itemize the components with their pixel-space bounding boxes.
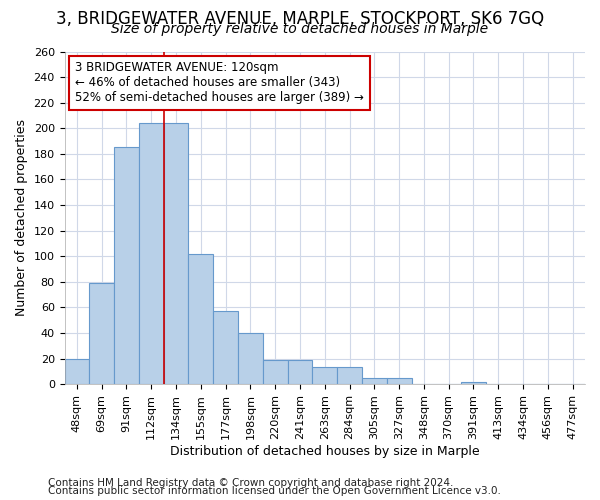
Bar bbox=[461, 382, 486, 384]
X-axis label: Distribution of detached houses by size in Marple: Distribution of detached houses by size … bbox=[170, 444, 479, 458]
Bar bbox=[287, 360, 313, 384]
Bar bbox=[213, 311, 238, 384]
Bar bbox=[188, 254, 213, 384]
Bar bbox=[337, 368, 362, 384]
Y-axis label: Number of detached properties: Number of detached properties bbox=[15, 120, 28, 316]
Text: Size of property relative to detached houses in Marple: Size of property relative to detached ho… bbox=[112, 22, 488, 36]
Bar bbox=[89, 283, 114, 384]
Text: 3 BRIDGEWATER AVENUE: 120sqm
← 46% of detached houses are smaller (343)
52% of s: 3 BRIDGEWATER AVENUE: 120sqm ← 46% of de… bbox=[75, 62, 364, 104]
Bar bbox=[139, 123, 164, 384]
Bar bbox=[114, 148, 139, 384]
Bar bbox=[313, 368, 337, 384]
Bar bbox=[387, 378, 412, 384]
Bar bbox=[238, 333, 263, 384]
Bar bbox=[263, 360, 287, 384]
Bar bbox=[164, 123, 188, 384]
Text: Contains HM Land Registry data © Crown copyright and database right 2024.: Contains HM Land Registry data © Crown c… bbox=[48, 478, 454, 488]
Bar bbox=[362, 378, 387, 384]
Bar bbox=[65, 358, 89, 384]
Text: Contains public sector information licensed under the Open Government Licence v3: Contains public sector information licen… bbox=[48, 486, 501, 496]
Text: 3, BRIDGEWATER AVENUE, MARPLE, STOCKPORT, SK6 7GQ: 3, BRIDGEWATER AVENUE, MARPLE, STOCKPORT… bbox=[56, 10, 544, 28]
